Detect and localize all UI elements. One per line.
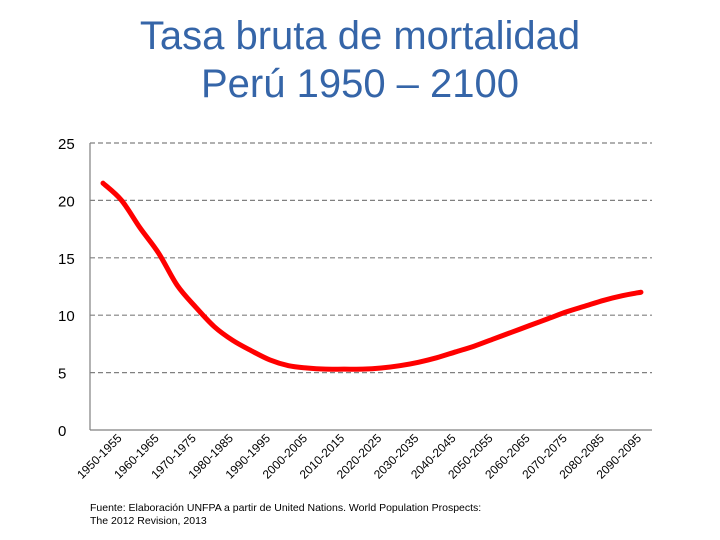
data-point [119, 198, 124, 203]
source-line-1: Fuente: Elaboración UNFPA a partir de Un… [90, 502, 482, 514]
data-point [175, 283, 180, 288]
y-tick-labels: 0 5 10 15 20 25 [58, 136, 75, 440]
data-point [434, 355, 439, 360]
data-point [601, 298, 606, 303]
data-point [527, 323, 532, 328]
data-point [397, 363, 402, 368]
data-point [230, 338, 235, 343]
y-tick-label: 20 [58, 193, 75, 210]
data-point [490, 337, 495, 342]
data-point [193, 305, 198, 310]
data-point [101, 181, 106, 186]
x-tick-labels: 1950-19551960-19651970-19751980-19851990… [74, 431, 644, 482]
data-point [342, 367, 347, 372]
data-point [286, 363, 291, 368]
data-point [509, 330, 514, 335]
data-point [546, 316, 551, 321]
data-point [323, 367, 328, 372]
data-point [305, 366, 310, 371]
data-point [138, 225, 143, 230]
data-point [416, 360, 421, 365]
y-tick-label: 5 [58, 366, 66, 383]
grid-lines [90, 142, 652, 374]
data-point [156, 251, 161, 256]
chart-title: Tasa bruta de mortalidad [139, 14, 581, 58]
axes [89, 143, 652, 431]
data-point [453, 349, 458, 354]
y-tick-label: 25 [58, 136, 75, 153]
data-point [472, 344, 477, 349]
y-tick-label: 15 [58, 251, 75, 268]
data-point [267, 357, 272, 362]
y-tick-label: 0 [58, 423, 66, 440]
chart-title-block: Tasa bruta de mortalidad Perú 1950 – 210… [0, 12, 720, 108]
y-tick-label: 10 [58, 308, 75, 325]
series-layer [100, 180, 644, 372]
source-line-2: The 2012 Revision, 2013 [90, 515, 207, 527]
data-point [360, 367, 365, 372]
data-point [564, 309, 569, 314]
data-point [249, 348, 254, 353]
data-point [212, 324, 217, 329]
data-point [638, 290, 643, 295]
series-line-0 [100, 180, 644, 372]
data-point [379, 366, 384, 371]
data-point [583, 304, 588, 309]
chart-subtitle: Perú 1950 – 2100 [200, 62, 520, 106]
source-note: Fuente: Elaboración UNFPA a partir de Un… [90, 502, 610, 528]
data-point [620, 293, 625, 298]
